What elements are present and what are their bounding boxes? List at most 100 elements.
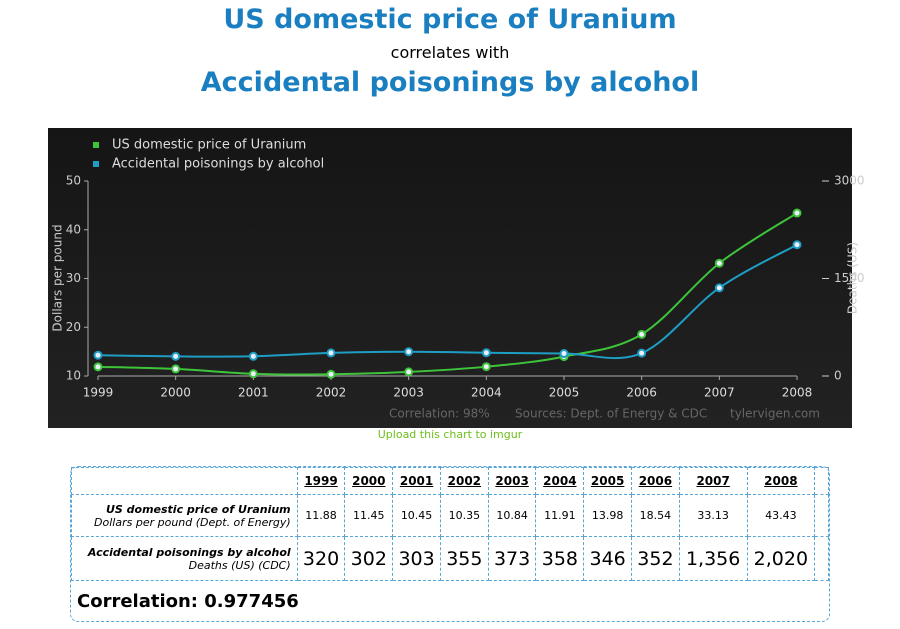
table-value: 358 (535, 536, 585, 581)
row-title: US domestic price of Uranium (105, 502, 291, 516)
x-tick-label: 2007 (704, 386, 735, 400)
chart: Dollars per pound Deaths (US) Correlatio… (48, 128, 865, 428)
data-point (404, 347, 414, 357)
column-header: 2006 (631, 467, 680, 495)
legend-label: Accidental poisonings by alcohol (112, 157, 324, 172)
column-header: 2004 (535, 467, 585, 495)
data-point (559, 349, 569, 359)
data-point (792, 240, 802, 250)
x-tick-label: 2004 (471, 386, 502, 400)
legend-swatch (93, 161, 99, 167)
table-row: Accidental poisonings by alcohol Deaths (… (71, 536, 829, 581)
row-subtitle: Deaths (US) (CDC) (188, 558, 291, 572)
y-axis-label: Dollars per pound (51, 224, 65, 331)
table-value: 11.91 (535, 494, 585, 537)
data-point (248, 369, 258, 379)
y-tick-label: 40 (66, 222, 81, 236)
y2-axis-label: Deaths (US) (846, 242, 860, 314)
upload-link[interactable]: Upload this chart to imgur (377, 428, 523, 441)
table-value: 1,356 (678, 536, 748, 581)
table-cell (814, 494, 829, 537)
table-value: 303 (392, 536, 441, 581)
row-subtitle: Dollars per pound (Dept. of Energy) (94, 515, 291, 529)
table-header-row: 1999 2000 2001 2002 2003 2004 2005 2006 2007 2008 (71, 467, 829, 495)
table-value: 10.35 (439, 494, 489, 537)
data-point (637, 329, 647, 339)
y-tick-label: 20 (66, 320, 81, 334)
table-value: 43.43 (746, 494, 816, 537)
column-header: 2003 (487, 467, 537, 495)
table-value: 10.45 (392, 494, 441, 537)
column-header: 1999 (296, 467, 346, 495)
table-value: 33.13 (678, 494, 748, 537)
title: US domestic price of Uranium (223, 4, 677, 35)
column-header: 2007 (678, 467, 748, 495)
data-point (481, 362, 491, 372)
y2-tick-label: 1500 (834, 271, 865, 285)
row-label: Accidental poisonings by alcohol Deaths (… (71, 536, 298, 581)
table: 1999 2000 2001 2002 2003 2004 2005 2006 2007 2008… (71, 467, 829, 581)
x-tick-label: 2005 (549, 386, 580, 400)
table-value: 352 (631, 536, 680, 581)
y2-tick-label: 0 (834, 369, 842, 383)
annotation: Correlation: 98% (389, 407, 490, 421)
data-point (792, 208, 802, 218)
annotation: Sources: Dept. of Energy & CDC (515, 407, 707, 421)
x-tick-label: 2006 (626, 386, 657, 400)
chart-background (48, 128, 852, 428)
data-table: 1999 2000 2001 2002 2003 2004 2005 2006 2007 2008… (70, 466, 830, 622)
data-point (93, 350, 103, 360)
table-value: 320 (296, 536, 346, 581)
y2-tick-label: 3000 (834, 174, 865, 188)
row-title: Accidental poisonings by alcohol (87, 545, 291, 559)
x-tick-label: 2002 (316, 386, 347, 400)
y-tick-label: 10 (66, 369, 81, 383)
table-value: 2,020 (746, 536, 816, 581)
column-header: 2001 (392, 467, 441, 495)
data-point (714, 283, 724, 293)
table-value: 11.45 (344, 494, 394, 537)
series-line (97, 212, 798, 376)
table-value: 18.54 (631, 494, 680, 537)
table-cell (814, 536, 829, 581)
data-point (637, 348, 647, 358)
column-header: 2000 (344, 467, 394, 495)
data-point (171, 351, 181, 361)
title: Accidental poisonings by alcohol (200, 67, 700, 98)
table-value: 302 (344, 536, 394, 581)
correlation: Correlation: 0.977456 (77, 591, 299, 612)
data-point (326, 369, 336, 379)
legend-swatch (93, 142, 99, 148)
data-point (714, 258, 724, 268)
table-value: 13.98 (583, 494, 633, 537)
table-cell (71, 467, 298, 495)
x-tick-label: 2003 (393, 386, 424, 400)
row-label: US domestic price of Uranium Dollars per … (71, 494, 298, 537)
data-point (326, 348, 336, 358)
x-tick-label: 2008 (782, 386, 813, 400)
table-value: 355 (439, 536, 489, 581)
data-point (248, 351, 258, 361)
annotation: tylervigen.com (730, 407, 820, 421)
table-value: 11.88 (296, 494, 346, 537)
y-tick-label: 30 (66, 271, 81, 285)
x-tick-label: 2000 (160, 386, 191, 400)
column-header: 2002 (439, 467, 489, 495)
table-value: 373 (487, 536, 537, 581)
data-point (481, 348, 491, 358)
data-point (404, 367, 414, 377)
subtitle: correlates with (390, 43, 510, 62)
series-line (97, 243, 798, 360)
table-cell (814, 467, 829, 495)
legend-label: US domestic price of Uranium (112, 138, 306, 153)
table-row: US domestic price of Uranium Dollars per … (71, 494, 829, 537)
data-point (93, 362, 103, 372)
data-point (171, 364, 181, 374)
x-tick-label: 2001 (238, 386, 269, 400)
x-tick-label: 1999 (83, 386, 114, 400)
column-header: 2005 (583, 467, 633, 495)
column-header: 2008 (746, 467, 816, 495)
table-value: 10.84 (487, 494, 537, 537)
y-tick-label: 50 (66, 174, 81, 188)
